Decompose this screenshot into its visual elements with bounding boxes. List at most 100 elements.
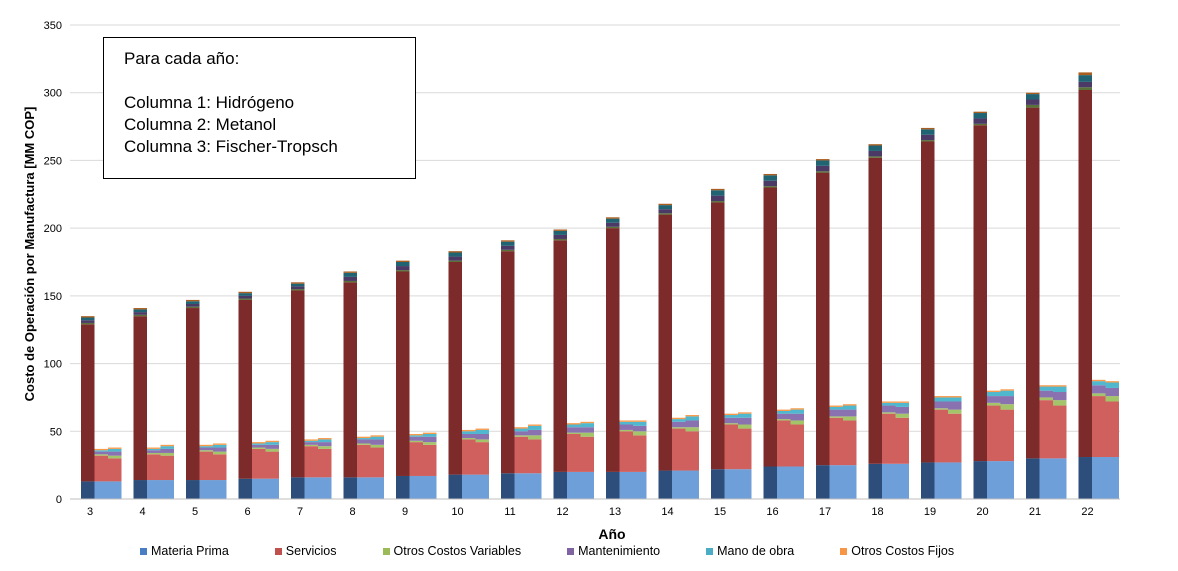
bar-segment [528,439,542,474]
bar-segment [1105,381,1119,383]
bar-segment [291,289,305,291]
bar-segment [619,424,633,430]
bar-groups [81,72,1119,499]
bar-segment [318,439,332,443]
bar-segment [475,442,489,475]
bar-segment [724,417,738,424]
bar-segment [619,429,633,432]
bar-segment [1078,90,1092,458]
bar-segment [672,417,686,420]
bar-segment [423,433,437,437]
bar-segment [370,444,384,448]
bar-segment [304,439,318,441]
legend-label: Materia Prima [151,544,229,558]
bar-segment [448,256,462,261]
bar-segment [501,251,515,474]
bar-segment [1000,396,1014,405]
y-tick-label: 350 [44,20,62,32]
bar-segment [895,417,909,464]
bar-segment [738,469,752,499]
bar-segment [448,474,462,499]
bar-segment [396,475,410,499]
bar-segment [567,471,581,499]
bar-segment [160,448,174,453]
bar-segment [1039,458,1053,499]
legend-item-otros-costos-fijos: Otros Costos Fijos [840,544,954,558]
bar-segment [921,129,935,135]
bar-segment [948,409,962,414]
bar-segment [396,262,410,267]
bar-segment [685,470,699,499]
bar-segment [763,175,777,181]
bar-segment [199,450,213,452]
bar-segment [948,462,962,499]
bar-segment [448,251,462,253]
bar-segment [1053,386,1067,393]
bar-segment [528,435,542,440]
bar-segment [567,427,581,433]
x-tick-label: 4 [139,506,145,518]
bar-segment [370,436,384,440]
x-tick-label: 7 [297,506,303,518]
bar-segment [1105,382,1119,388]
bar-segment [133,480,147,499]
bar-segment [724,413,738,416]
bar-segment [738,412,752,414]
bar-segment [409,433,423,436]
bar-segment [528,424,542,426]
bar-segment [1026,99,1040,105]
bar-segment [265,448,279,452]
bar-segment [160,446,174,449]
x-tick-label: 11 [504,506,515,518]
legend-label: Mantenimiento [578,544,661,558]
bar-segment [672,427,686,429]
bar-segment [409,435,423,437]
bar-segment [108,451,122,456]
bar-segment [619,421,633,425]
bar-segment [633,471,647,499]
bar-segment [304,442,318,445]
bar-segment [921,127,935,130]
bar-segment [133,314,147,317]
annotation-line-metanol: Columna 2: Metanol [124,115,277,134]
x-tick-label: 6 [244,506,250,518]
bar-segment [921,141,935,463]
annotation-line-hidrogeno: Columna 1: Hidrógeno [124,93,295,112]
bar-segment [606,222,620,227]
bar-segment [409,442,423,476]
bar-segment [133,316,147,481]
bar-segment [777,466,791,499]
legend-swatch [706,547,714,555]
bar-segment [973,461,987,499]
bar-segment [921,134,935,141]
bar-segment [973,125,987,462]
bar-segment [238,299,252,479]
bar-segment [1039,397,1053,401]
bar-segment [291,282,305,284]
bar-segment [790,466,804,499]
bar-segment [343,477,357,499]
bar-segment [318,442,332,447]
y-axis-label: Costo de Operación por Manufactura [MM C… [22,107,37,402]
bar-segment [1078,457,1092,499]
bar-segment [816,465,830,499]
bar-segment [462,431,476,434]
legend-label: Otros Costos Fijos [851,544,955,558]
bar-segment [94,455,108,482]
bar-segment [1092,393,1106,397]
y-tick-label: 100 [44,359,62,371]
bar-segment [1105,457,1119,499]
bar-segment [81,316,95,318]
legend-swatch [382,547,390,555]
bar-segment [528,429,542,436]
bar-segment [252,442,266,444]
bar-segment [94,481,108,499]
bar-segment [711,201,725,203]
bar-segment [829,405,843,407]
x-tick-label: 3 [87,506,93,518]
bar-segment [94,448,108,451]
bar-segment [580,436,594,472]
bar-segment [291,477,305,499]
bar-segment [829,409,843,417]
bar-segment [213,443,227,445]
